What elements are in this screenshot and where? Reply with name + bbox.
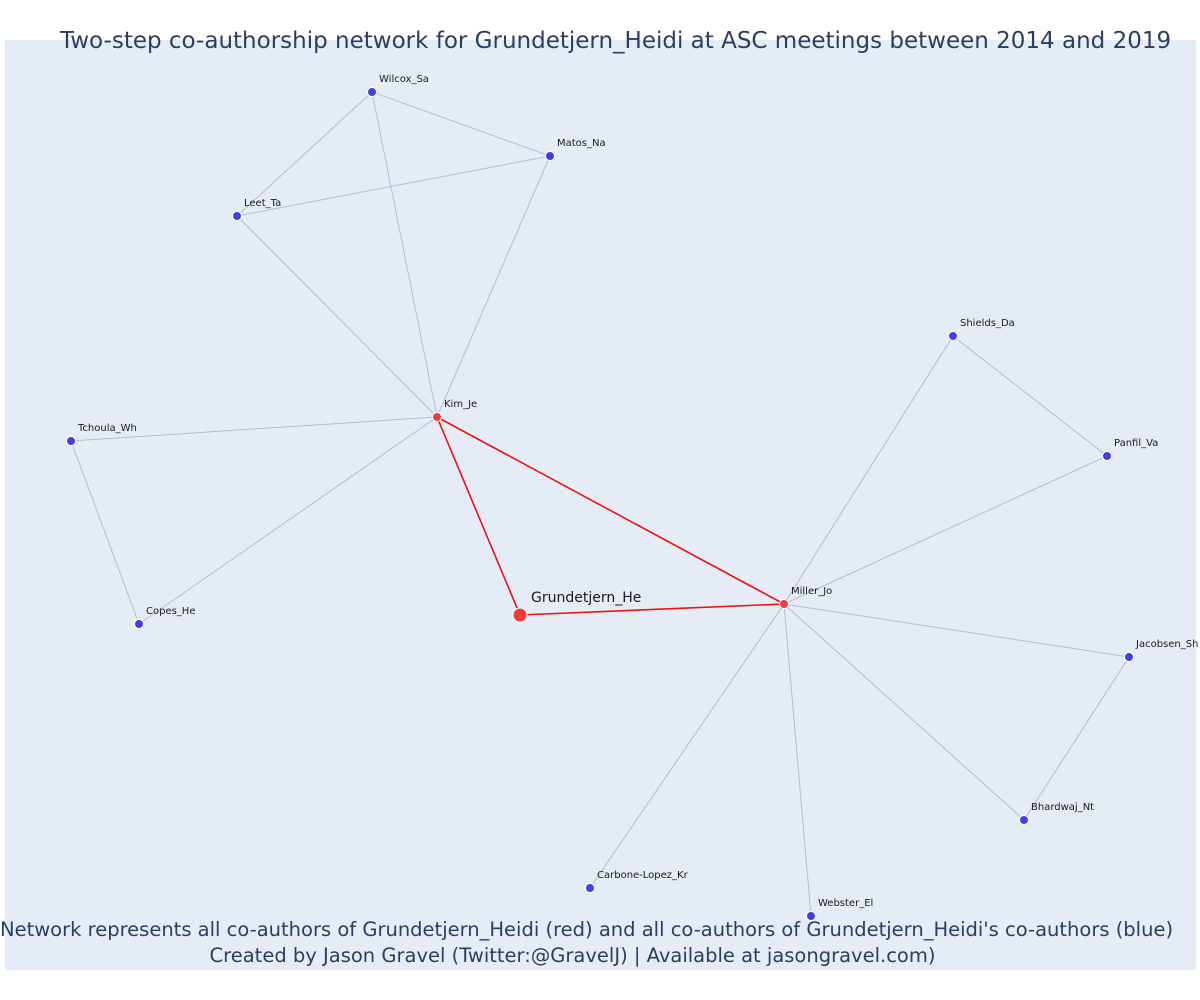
node-label-kim-je: Kim_Je (444, 399, 477, 410)
nodes-layer (66, 87, 1134, 921)
edge-tchoula-wh-copes-he (70, 440, 140, 625)
node-shields-da[interactable] (948, 331, 958, 341)
edge-grundetjern-he-miller-jo (519, 603, 785, 616)
edge-kim-je-miller-jo (436, 416, 785, 605)
edge-miller-jo-shields-da (783, 335, 954, 605)
node-bhardwaj-nt[interactable] (1019, 815, 1029, 825)
node-panfil-va[interactable] (1102, 451, 1112, 461)
node-label-shields-da: Shields_Da (960, 318, 1015, 329)
node-label-tchoula-wh: Tchoula_Wh (77, 423, 137, 434)
node-webster-el[interactable] (806, 911, 816, 921)
node-label-copes-he: Copes_He (146, 606, 195, 617)
edge-jacobsen-sh-bhardwaj-nt (1023, 656, 1130, 821)
node-label-panfil-va: Panfil_Va (1114, 438, 1158, 449)
edge-miller-jo-carbone-lopez-kr (589, 603, 785, 889)
node-label-bhardwaj-nt: Bhardwaj_Nt (1031, 802, 1094, 813)
edges-layer (70, 91, 1130, 917)
node-carbone-lopez-kr[interactable] (585, 883, 595, 893)
node-label-carbone-lopez-kr: Carbone-Lopez_Kr (597, 870, 689, 881)
node-grundetjern-he[interactable] (512, 607, 528, 623)
edge-shields-da-panfil-va (952, 335, 1108, 457)
node-miller-jo[interactable] (779, 599, 789, 609)
edge-leet-ta-matos-na (236, 155, 551, 217)
node-label-matos-na: Matos_Na (557, 138, 606, 149)
caption-line-2: Created by Jason Gravel (Twitter:@Gravel… (209, 944, 936, 967)
node-leet-ta[interactable] (232, 211, 242, 221)
node-label-jacobsen-sh: Jacobsen_Sh (1135, 639, 1198, 650)
node-label-wilcox-sa: Wilcox_Sa (379, 74, 429, 85)
node-jacobsen-sh[interactable] (1124, 652, 1134, 662)
edge-kim-je-wilcox-sa (371, 91, 438, 418)
labels-layer: Grundetjern_He Kim_Je Miller_Jo Wilcox_Sa Ma… (77, 74, 1198, 909)
chart-title: Two-step co-authorship network for Grund… (60, 28, 1172, 54)
edge-miller-jo-webster-el (783, 603, 812, 917)
node-label-grundetjern-he: Grundetjern_He (531, 590, 641, 606)
edge-kim-je-leet-ta (236, 215, 438, 418)
node-label-leet-ta: Leet_Ta (244, 198, 281, 209)
edge-kim-je-copes-he (138, 416, 438, 625)
node-wilcox-sa[interactable] (367, 87, 377, 97)
edge-miller-jo-bhardwaj-nt (783, 603, 1025, 821)
edge-wilcox-sa-leet-ta (236, 91, 373, 217)
node-label-miller-jo: Miller_Jo (791, 586, 832, 597)
caption-line-1: Network represents all co-authors of Gru… (0, 918, 1174, 941)
edge-wilcox-sa-matos-na (371, 91, 551, 157)
edge-miller-jo-jacobsen-sh (783, 603, 1130, 658)
node-tchoula-wh[interactable] (66, 436, 76, 446)
node-kim-je[interactable] (432, 412, 442, 422)
node-matos-na[interactable] (545, 151, 555, 161)
edge-kim-je-tchoula-wh (70, 416, 438, 442)
edge-grundetjern-he-kim-je (436, 416, 521, 616)
node-copes-he[interactable] (134, 619, 144, 629)
edge-kim-je-matos-na (436, 155, 551, 418)
node-label-webster-el: Webster_El (818, 898, 873, 909)
edge-miller-jo-panfil-va (783, 455, 1108, 605)
